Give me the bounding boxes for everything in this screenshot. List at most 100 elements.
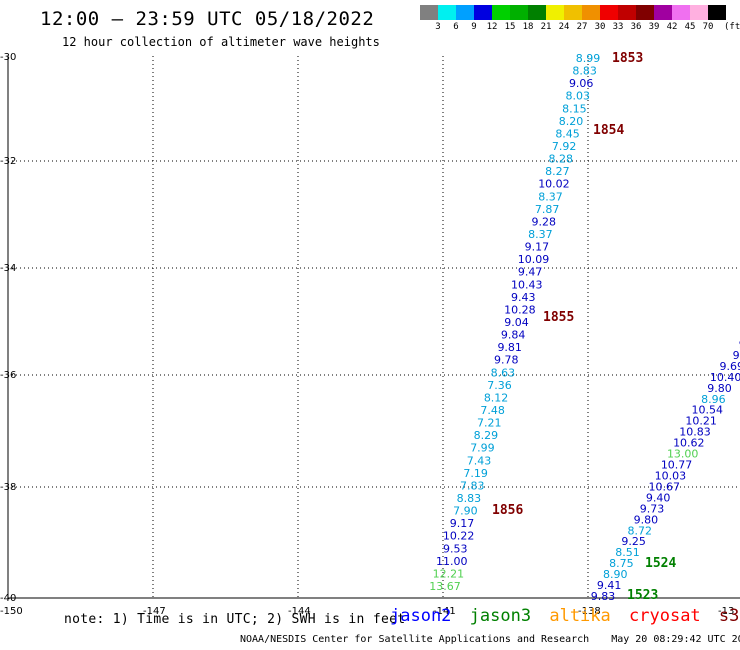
colorbar-label: 30 — [594, 22, 606, 32]
swh-value: 13.00 — [667, 448, 699, 461]
colorbar-swatch — [600, 5, 618, 20]
swh-value: 8.12 — [484, 391, 509, 404]
page-subtitle: 12 hour collection of altimeter wave hei… — [62, 35, 380, 49]
footer-note: note: 1) Time is in UTC; 2) SWH is in fe… — [64, 612, 406, 627]
lat-tick-label: -34 — [0, 263, 16, 274]
colorbar-label: 70 — [702, 22, 714, 32]
colorbar-swatch — [690, 5, 708, 20]
swh-value: 8.29 — [474, 429, 499, 442]
swh-value: 8.83 — [457, 492, 482, 505]
colorbar-unit: (ft) — [724, 22, 740, 32]
colorbar-swatch — [528, 5, 546, 20]
swh-value: 10.67 — [649, 480, 681, 493]
swh-value: 9.78 — [494, 354, 519, 367]
lon-tick-label: -141 — [433, 606, 456, 617]
colorbar-label: 45 — [684, 22, 696, 32]
legend-jason3: jason3 — [469, 606, 532, 626]
swh-value: 10.83 — [679, 426, 711, 439]
swh-value: 8.27 — [545, 165, 570, 178]
time-label: 1856 — [492, 503, 523, 518]
swh-value: 8.03 — [566, 90, 591, 103]
colorbar-label: 39 — [648, 22, 660, 32]
colorbar-swatch — [456, 5, 474, 20]
lat-tick-label: -40 — [0, 593, 16, 604]
swh-value: 10.22 — [443, 530, 475, 543]
colorbar-label: 15 — [504, 22, 516, 32]
swh-value: 10.09 — [518, 253, 550, 266]
lon-tick-label: -13 — [718, 606, 734, 617]
time-label: 1855 — [543, 310, 574, 325]
colorbar-label: 12 — [486, 22, 498, 32]
time-label: 1524 — [645, 556, 676, 571]
swh-value: 7.90 — [453, 505, 478, 518]
swh-value: 8.20 — [559, 115, 584, 128]
swh-value: 9. — [739, 338, 740, 351]
swh-value: 10.02 — [538, 178, 570, 191]
swh-value: 9.41 — [597, 579, 622, 592]
lon-tick-label: -144 — [288, 606, 311, 617]
swh-value: 9.81 — [497, 341, 522, 354]
lon-tick-label: -150 — [0, 606, 23, 617]
colorbar-label: 24 — [558, 22, 570, 32]
swh-value: 7.43 — [467, 454, 492, 467]
swh-value: 8.37 — [538, 190, 563, 203]
lat-tick-label: -30 — [0, 52, 16, 63]
swh-value: 9.17 — [450, 517, 475, 530]
swh-value: 8.83 — [572, 65, 597, 78]
swh-value: 9.80 — [707, 382, 732, 395]
swh-value: 10.40 — [710, 371, 740, 384]
lon-tick-label: -138 — [578, 606, 601, 617]
swh-value: 7.19 — [463, 467, 488, 480]
swh-value: 8.72 — [628, 524, 653, 537]
legend-s3a: s3a — [718, 606, 740, 626]
colorbar-label: 27 — [576, 22, 588, 32]
swh-value: 9. — [733, 349, 740, 362]
colorbar-swatch — [708, 5, 726, 20]
legend-jason2: jason2 — [390, 606, 452, 626]
swh-value: 9.06 — [569, 77, 594, 90]
lon-tick-label: -147 — [143, 606, 166, 617]
colorbar-swatch — [474, 5, 492, 20]
time-label: 1523 — [627, 588, 658, 603]
colorbar-swatch — [672, 5, 690, 20]
swh-value: 7.36 — [487, 379, 512, 392]
swh-value: 8.28 — [549, 153, 574, 166]
swh-value: 9.69 — [719, 360, 740, 373]
swh-value: 8.51 — [615, 546, 640, 559]
legend-cryosat: cryosat — [629, 606, 701, 626]
colorbar-label: 3 — [435, 22, 441, 32]
colorbar-swatch — [654, 5, 672, 20]
colorbar-swatch — [582, 5, 600, 20]
swh-value: 11.00 — [436, 555, 468, 568]
lat-tick-label: -36 — [0, 370, 16, 381]
swh-value: 7.99 — [470, 442, 495, 455]
swh-value: 8.45 — [555, 127, 580, 140]
swh-value: 10.28 — [504, 303, 536, 316]
credit-text: NOAA/NESDIS Center for Satellite Applica… — [240, 634, 590, 645]
swh-value: 8.63 — [491, 366, 516, 379]
swh-value: 9.53 — [443, 542, 468, 555]
colorbar-swatch — [618, 5, 636, 20]
satellite-legend: jason2 jason3 altika cryosat s3a — [390, 606, 740, 626]
swh-value: 13.67 — [429, 580, 461, 593]
time-label: 1854 — [593, 123, 624, 138]
time-label: 1853 — [612, 51, 643, 66]
timestamp: May 20 08:29:42 UTC 2022 — [611, 634, 740, 645]
colorbar-label: 36 — [630, 22, 642, 32]
swh-value: 8.96 — [701, 393, 726, 406]
swh-value: 7.48 — [480, 404, 505, 417]
swh-value: 9.28 — [531, 215, 556, 228]
swh-value: 8.15 — [562, 102, 587, 115]
swh-value: 10.77 — [661, 459, 693, 472]
page-title: 12:00 — 23:59 UTC 05/18/2022 — [40, 8, 375, 30]
colorbar-label: 21 — [540, 22, 552, 32]
swh-value: 7.92 — [552, 140, 577, 153]
swh-value: 8.37 — [528, 228, 553, 241]
swh-value: 9.73 — [640, 502, 665, 515]
swh-value: 8.75 — [609, 557, 634, 570]
colorbar-swatch — [546, 5, 564, 20]
credit-line: NOAA/NESDIS Center for Satellite Applica… — [240, 634, 740, 645]
lat-tick-label: -32 — [0, 156, 16, 167]
swh-value: 7.83 — [460, 479, 485, 492]
